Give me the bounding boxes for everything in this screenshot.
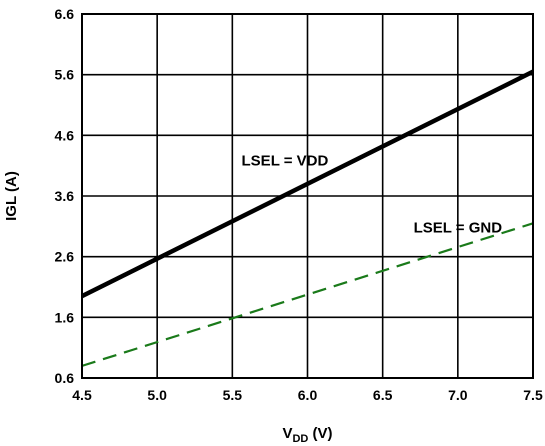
y-tick-label: 5.6: [55, 67, 75, 83]
annotation-label: LSEL = VDD: [242, 153, 329, 170]
x-axis-label-unit: (V): [308, 425, 332, 442]
x-tick-label: 6.0: [298, 387, 318, 403]
y-tick-label: 0.6: [55, 370, 75, 386]
y-tick-label: 3.6: [55, 188, 75, 204]
x-tick-label: 5.5: [223, 387, 243, 403]
grid-lines: [81, 13, 534, 379]
annotation-label: LSEL = GND: [414, 219, 503, 236]
y-axis-label: IGL (A): [3, 171, 20, 221]
y-tick-label: 6.6: [55, 6, 75, 22]
x-tick-label: 7.0: [448, 387, 468, 403]
x-tick-label: 4.5: [72, 387, 92, 403]
x-tick-label: 5.0: [147, 387, 167, 403]
x-axis-label: VDD (V): [282, 425, 332, 445]
series-line-lsel-gnd: [81, 222, 534, 367]
x-axis-label-subscript: DD: [292, 433, 308, 445]
y-tick-label: 4.6: [55, 127, 75, 143]
x-tick-label: 7.5: [523, 387, 543, 403]
annotations: LSEL = VDD LSEL = GND: [242, 153, 503, 237]
series-lines: [80, 69, 535, 367]
plot-frame: [81, 13, 534, 379]
series-line-lsel-vdd: [80, 69, 535, 299]
y-tick-label: 1.6: [55, 309, 75, 325]
y-tick-labels: 0.6 1.6 2.6 3.6 4.6 5.6 6.6: [55, 6, 75, 386]
x-tick-label: 6.5: [373, 387, 393, 403]
y-tick-label: 2.6: [55, 249, 75, 265]
x-axis-label-main: V: [282, 425, 292, 442]
x-tick-labels: 4.5 5.0 5.5 6.0 6.5 7.0 7.5: [72, 387, 543, 403]
